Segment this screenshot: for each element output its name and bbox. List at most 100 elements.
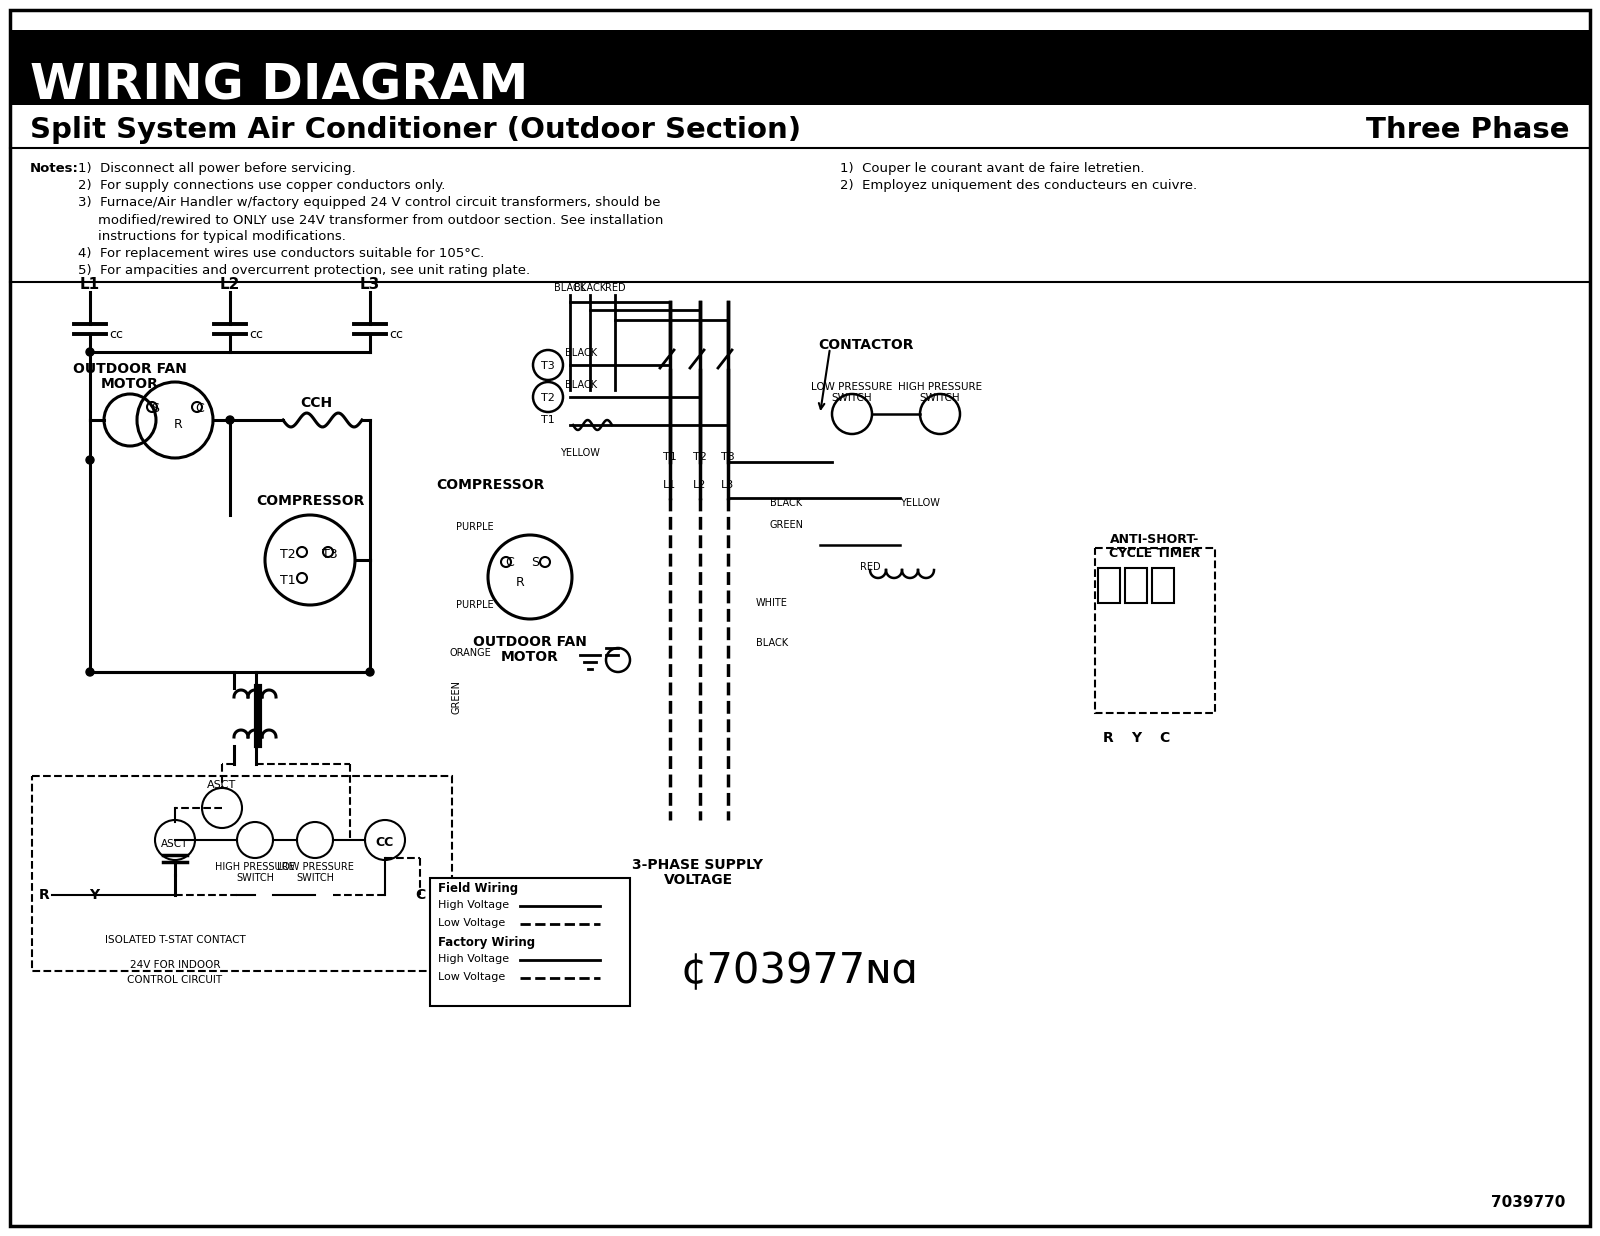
- Text: LOW PRESSURE: LOW PRESSURE: [811, 382, 893, 392]
- Text: WIRING DIAGRAM: WIRING DIAGRAM: [30, 61, 528, 109]
- Text: GREEN: GREEN: [451, 680, 461, 714]
- Text: 2)  For supply connections use copper conductors only.: 2) For supply connections use copper con…: [78, 179, 445, 192]
- Text: Low Voltage: Low Voltage: [438, 971, 506, 981]
- Text: YELLOW: YELLOW: [899, 498, 939, 508]
- Text: Low Voltage: Low Voltage: [438, 918, 506, 928]
- Text: BLACK: BLACK: [554, 283, 586, 293]
- Text: BLACK: BLACK: [574, 283, 606, 293]
- Text: T2: T2: [541, 393, 555, 403]
- Text: C: C: [1158, 730, 1170, 745]
- Text: R: R: [1102, 730, 1114, 745]
- Text: C: C: [506, 555, 514, 569]
- Bar: [1094, 548, 1214, 713]
- Bar: [1125, 569, 1147, 603]
- Text: ASCT: ASCT: [208, 780, 237, 790]
- Text: PURPLE: PURPLE: [456, 522, 494, 531]
- Text: modified/rewired to ONLY use 24V transformer from outdoor section. See installat: modified/rewired to ONLY use 24V transfo…: [98, 213, 664, 226]
- Text: BLACK: BLACK: [565, 349, 597, 358]
- Text: T3: T3: [541, 361, 555, 371]
- Text: ¢703977ɴɑ: ¢703977ɴɑ: [680, 950, 918, 993]
- Text: R: R: [515, 576, 525, 588]
- Bar: [1098, 569, 1120, 603]
- Text: BLACK: BLACK: [770, 498, 802, 508]
- Text: T3: T3: [322, 548, 338, 560]
- Text: Factory Wiring: Factory Wiring: [438, 936, 534, 949]
- Text: S: S: [150, 402, 158, 414]
- Text: R: R: [174, 418, 182, 430]
- Text: cc: cc: [109, 328, 123, 341]
- Text: BLACK: BLACK: [565, 379, 597, 391]
- Text: cc: cc: [389, 328, 403, 341]
- Text: OUTDOOR FAN: OUTDOOR FAN: [474, 635, 587, 649]
- Circle shape: [86, 349, 94, 356]
- Text: Split System Air Conditioner (Outdoor Section): Split System Air Conditioner (Outdoor Se…: [30, 116, 802, 145]
- Text: SWITCH: SWITCH: [296, 873, 334, 883]
- Circle shape: [366, 667, 374, 676]
- Text: C: C: [195, 402, 205, 414]
- Text: S: S: [531, 555, 539, 569]
- Text: L1: L1: [80, 277, 101, 292]
- Text: 1)  Disconnect all power before servicing.: 1) Disconnect all power before servicing…: [78, 162, 355, 176]
- Text: BLACK: BLACK: [757, 638, 789, 648]
- Text: 4)  For replacement wires use conductors suitable for 105°C.: 4) For replacement wires use conductors …: [78, 247, 485, 260]
- Text: High Voltage: High Voltage: [438, 954, 509, 964]
- Text: High Voltage: High Voltage: [438, 900, 509, 910]
- Bar: [1152, 569, 1174, 603]
- Text: HIGH PRESSURE: HIGH PRESSURE: [214, 861, 294, 873]
- Text: 7039770: 7039770: [1491, 1195, 1565, 1210]
- Text: SWITCH: SWITCH: [237, 873, 274, 883]
- Text: CONTROL CIRCUIT: CONTROL CIRCUIT: [128, 975, 222, 985]
- Text: Y: Y: [1131, 730, 1141, 745]
- Circle shape: [86, 667, 94, 676]
- Text: ORANGE: ORANGE: [450, 648, 491, 658]
- Text: VOLTAGE: VOLTAGE: [664, 873, 733, 887]
- Text: CC: CC: [376, 836, 394, 848]
- Text: C: C: [414, 887, 426, 902]
- Text: CONTACTOR: CONTACTOR: [818, 337, 914, 352]
- Text: L2: L2: [693, 480, 707, 489]
- Text: RED: RED: [605, 283, 626, 293]
- Text: cc: cc: [250, 328, 262, 341]
- Text: YELLOW: YELLOW: [560, 447, 600, 459]
- Text: 24V FOR INDOOR: 24V FOR INDOOR: [130, 960, 221, 970]
- Text: LOW PRESSURE: LOW PRESSURE: [277, 861, 354, 873]
- Text: Notes:: Notes:: [30, 162, 78, 176]
- Text: 2)  Employez uniquement des conducteurs en cuivre.: 2) Employez uniquement des conducteurs e…: [840, 179, 1197, 192]
- Text: SWITCH: SWITCH: [832, 393, 872, 403]
- Text: SWITCH: SWITCH: [920, 393, 960, 403]
- Text: WHITE: WHITE: [757, 598, 787, 608]
- Text: COMPRESSOR: COMPRESSOR: [435, 478, 544, 492]
- Text: RED: RED: [861, 562, 880, 572]
- Text: Three Phase: Three Phase: [1366, 116, 1570, 145]
- Text: L3: L3: [360, 277, 381, 292]
- Text: T1: T1: [541, 415, 555, 425]
- Text: ANTI-SHORT-: ANTI-SHORT-: [1110, 533, 1200, 546]
- Text: 1)  Couper le courant avant de faire letretien.: 1) Couper le courant avant de faire letr…: [840, 162, 1144, 176]
- Text: ISOLATED T-STAT CONTACT: ISOLATED T-STAT CONTACT: [104, 934, 245, 946]
- Text: ASCT: ASCT: [162, 839, 189, 849]
- Text: T1: T1: [280, 574, 296, 587]
- Text: T2: T2: [693, 452, 707, 462]
- Text: instructions for typical modifications.: instructions for typical modifications.: [98, 230, 346, 243]
- Bar: [430, 878, 630, 1006]
- Bar: [10, 30, 1590, 105]
- Text: PURPLE: PURPLE: [456, 599, 494, 611]
- Text: OUTDOOR FAN: OUTDOOR FAN: [74, 362, 187, 376]
- Text: GREEN: GREEN: [770, 520, 805, 530]
- Text: HIGH PRESSURE: HIGH PRESSURE: [898, 382, 982, 392]
- Text: 3)  Furnace/Air Handler w/factory equipped 24 V control circuit transformers, sh: 3) Furnace/Air Handler w/factory equippe…: [78, 197, 661, 209]
- Text: L1: L1: [664, 480, 677, 489]
- Text: CCH: CCH: [299, 396, 333, 410]
- Text: Y: Y: [90, 887, 99, 902]
- Text: T1: T1: [662, 452, 677, 462]
- Text: T2: T2: [280, 548, 296, 560]
- Text: L3: L3: [722, 480, 734, 489]
- Circle shape: [86, 456, 94, 464]
- Text: T3: T3: [722, 452, 734, 462]
- Text: MOTOR: MOTOR: [101, 377, 158, 391]
- Text: 3-PHASE SUPPLY: 3-PHASE SUPPLY: [632, 858, 763, 873]
- Text: 5)  For ampacities and overcurrent protection, see unit rating plate.: 5) For ampacities and overcurrent protec…: [78, 265, 530, 277]
- Text: MOTOR: MOTOR: [501, 650, 558, 664]
- Circle shape: [226, 417, 234, 424]
- Text: R: R: [38, 887, 50, 902]
